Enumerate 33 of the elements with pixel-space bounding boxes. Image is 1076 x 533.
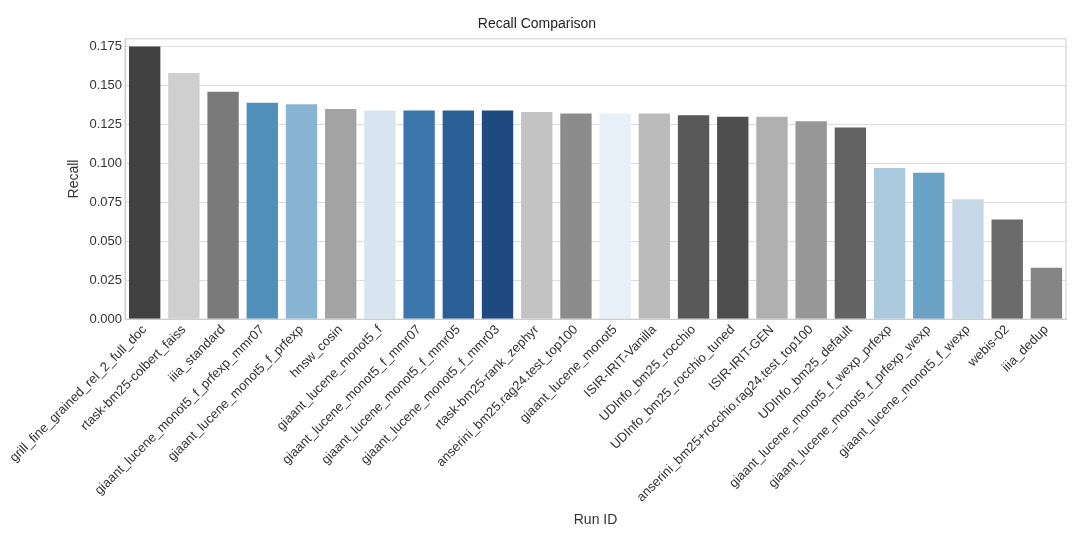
bar	[638, 113, 671, 319]
bar	[991, 219, 1023, 319]
bar	[246, 102, 278, 319]
bar	[717, 116, 749, 319]
bar	[795, 121, 827, 319]
bar	[285, 104, 318, 319]
y-axis-title: Recall	[65, 159, 82, 199]
y-tick-label: 0.075	[89, 193, 123, 209]
y-tick-label: 0.150	[89, 77, 123, 93]
x-axis-title: Run ID	[573, 511, 618, 528]
bar	[913, 172, 945, 319]
bar	[325, 108, 357, 319]
bar	[677, 115, 710, 319]
y-tick-label: 0.050	[89, 232, 123, 248]
bar	[364, 110, 396, 319]
bar	[952, 199, 984, 319]
bar	[873, 168, 906, 319]
bar	[599, 113, 631, 319]
chart-title: Recall Comparison	[477, 15, 597, 32]
y-tick-label: 0.000	[89, 310, 123, 326]
bar	[560, 113, 592, 319]
bar	[1030, 267, 1063, 319]
bar	[481, 110, 514, 319]
bar	[207, 91, 239, 319]
bar	[129, 46, 161, 319]
bar	[442, 110, 474, 319]
y-tick-label: 0.175	[89, 38, 123, 54]
bar	[834, 127, 867, 319]
y-tick-label: 0.125	[89, 116, 123, 132]
bar	[756, 116, 788, 319]
bar	[403, 110, 435, 319]
y-tick-label: 0.100	[89, 155, 123, 170]
y-tick-label: 0.025	[89, 271, 123, 287]
